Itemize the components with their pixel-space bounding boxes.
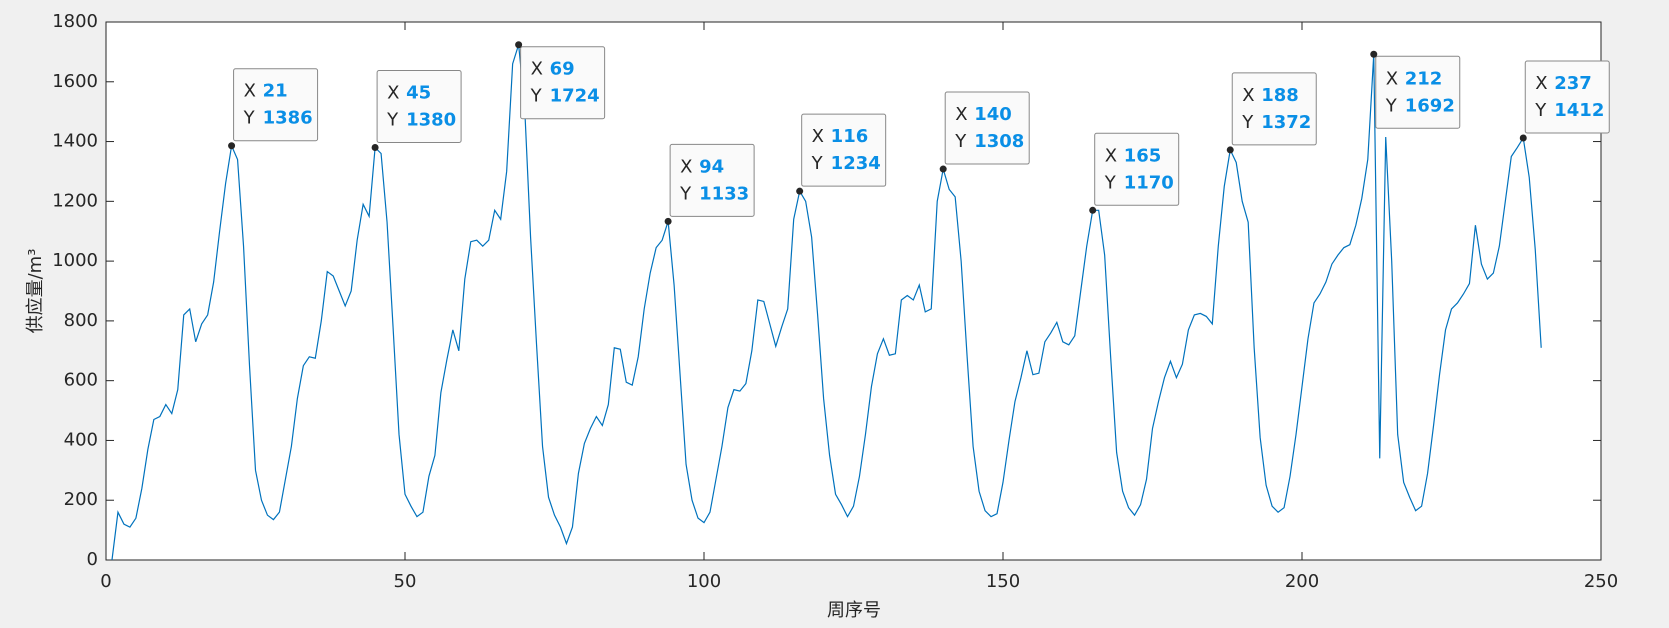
datatip-box [669, 143, 755, 217]
datatip-marker [1519, 134, 1527, 142]
x-tick-label: 100 [687, 571, 721, 592]
datatip-y-label: Y [679, 183, 692, 204]
datatip-x-value: 45 [406, 83, 431, 104]
datatip-x-value: 140 [974, 104, 1012, 125]
datatip-marker [371, 144, 379, 152]
datatip-box [801, 113, 887, 187]
y-tick-label: 0 [87, 549, 98, 570]
datatip-marker [228, 142, 236, 150]
datatip-x-value: 188 [1261, 85, 1299, 106]
datatip-box [1524, 60, 1610, 134]
datatip-x-label: X [1535, 73, 1547, 94]
datatip-y-label: Y [1534, 100, 1547, 121]
datatip-y-label: Y [1385, 95, 1398, 116]
datatip: X 45 Y 1380 [371, 70, 462, 152]
datatip-marker [796, 187, 804, 195]
plot-area [105, 21, 1602, 561]
datatip-y-label: Y [1241, 112, 1254, 133]
datatip-box [1094, 132, 1180, 206]
datatip-box [1231, 72, 1317, 146]
datatip: X 94 Y 1133 [664, 143, 755, 225]
y-tick-label: 1800 [52, 11, 98, 32]
datatip-x-label: X [1242, 85, 1254, 106]
datatip: X 69 Y 1724 [515, 41, 606, 120]
y-tick-label: 1400 [52, 131, 98, 152]
y-tick-label: 1200 [52, 190, 98, 211]
datatip-x-label: X [387, 83, 399, 104]
datatip-y-value: 1380 [406, 110, 456, 131]
datatip-x-value: 69 [550, 59, 575, 80]
x-tick-label: 50 [394, 571, 417, 592]
datatip: X 212 Y 1692 [1370, 50, 1461, 129]
datatip-box [944, 91, 1030, 165]
datatip-y-label: Y [386, 110, 399, 131]
datatip-y-label: Y [243, 108, 256, 129]
datatip-y-value: 1133 [699, 183, 749, 204]
datatip-x-value: 237 [1554, 73, 1592, 94]
datatip-y-value: 1234 [831, 153, 881, 174]
datatip-box [1375, 55, 1461, 129]
datatip-x-value: 94 [699, 156, 724, 177]
y-tick-label: 400 [64, 429, 98, 450]
x-tick-label: 0 [100, 571, 111, 592]
y-tick-label: 600 [64, 370, 98, 391]
datatip-x-label: X [955, 104, 967, 125]
datatip-x-value: 21 [263, 81, 288, 102]
datatip-marker [1226, 146, 1234, 154]
datatip: X 165 Y 1170 [1089, 132, 1180, 214]
datatip: X 188 Y 1372 [1226, 72, 1317, 154]
datatip-y-label: Y [530, 86, 543, 107]
y-axis-label: 供应量/m³ [25, 249, 46, 334]
datatip-x-value: 165 [1124, 145, 1162, 166]
datatip-y-value: 1372 [1261, 112, 1311, 133]
datatip-box [233, 68, 319, 142]
y-tick-label: 1600 [52, 71, 98, 92]
datatip: X 140 Y 1308 [939, 91, 1030, 173]
datatip-y-value: 1412 [1554, 100, 1604, 121]
datatip-y-label: Y [954, 131, 967, 152]
datatip-x-label: X [1105, 145, 1117, 166]
datatip-y-value: 1308 [974, 131, 1024, 152]
x-tick-label: 250 [1584, 571, 1618, 592]
y-tick-label: 1000 [52, 250, 98, 271]
datatip-marker [939, 165, 947, 173]
datatip-y-label: Y [811, 153, 824, 174]
datatip-y-value: 1386 [263, 108, 313, 129]
y-tick-label: 200 [64, 489, 98, 510]
datatip-y-value: 1170 [1124, 172, 1174, 193]
datatip-marker [515, 41, 523, 49]
datatip-x-label: X [680, 156, 692, 177]
datatip-marker [1370, 50, 1378, 58]
datatip-x-value: 116 [831, 126, 869, 147]
x-tick-label: 150 [986, 571, 1020, 592]
data-line [111, 44, 1542, 561]
x-tick-label: 200 [1285, 571, 1319, 592]
datatip-y-value: 1692 [1405, 95, 1455, 116]
datatip: X 21 Y 1386 [228, 68, 319, 150]
datatip: X 237 Y 1412 [1519, 60, 1610, 142]
datatip-y-value: 1724 [550, 86, 600, 107]
datatip-box [376, 70, 462, 144]
datatip-marker [664, 217, 672, 225]
datatip-x-label: X [531, 59, 543, 80]
datatip-x-value: 212 [1405, 68, 1443, 89]
datatip-y-label: Y [1104, 172, 1117, 193]
datatip-box [520, 46, 606, 120]
datatip-x-label: X [1386, 68, 1398, 89]
datatip: X 116 Y 1234 [796, 113, 887, 195]
y-tick-label: 800 [64, 310, 98, 331]
x-axis-label: 周序号 [827, 600, 881, 621]
datatip-x-label: X [244, 81, 256, 102]
datatip-x-label: X [812, 126, 824, 147]
datatip-marker [1089, 206, 1097, 214]
